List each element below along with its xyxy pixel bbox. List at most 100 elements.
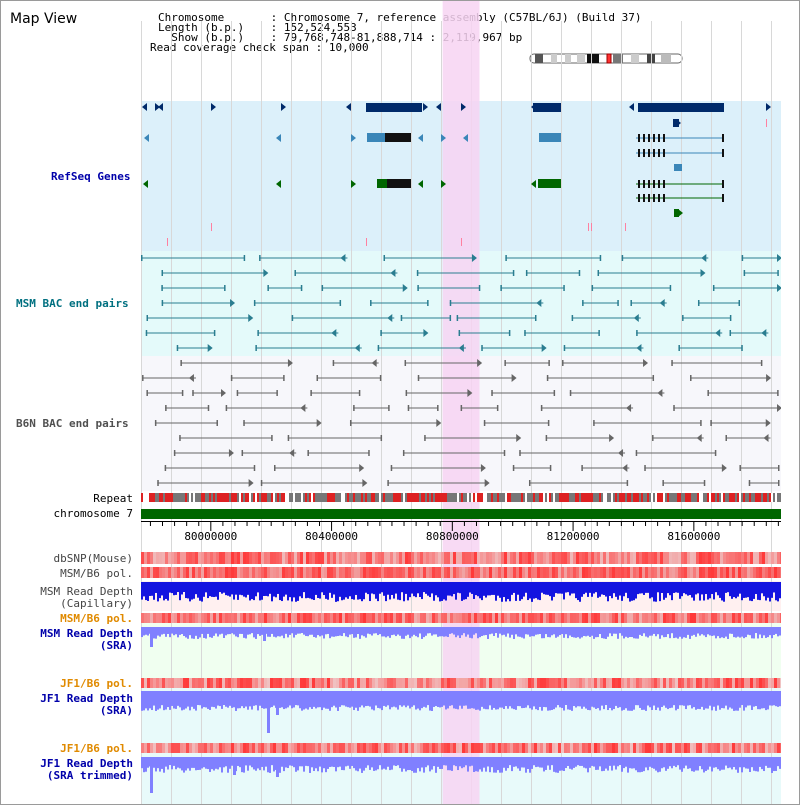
track-label-jf1-depth-sra: JF1 Read Depth <box>40 692 133 705</box>
msm-depth-capillary-bar <box>195 582 197 595</box>
repeat-element <box>765 493 767 502</box>
msm-b6-pol-cell <box>468 567 471 578</box>
jf1-depth-sra-bar <box>607 691 609 711</box>
msm-bac-pair-end <box>534 315 537 321</box>
msm-depth-capillary-bar <box>167 582 169 601</box>
msm-b6-pol-cell <box>162 613 165 623</box>
msm-b6-pol-cell <box>174 567 177 578</box>
jf1-depth-trim-bar <box>187 757 189 769</box>
dbsnp-cell <box>177 552 180 564</box>
jf1-b6-pol-cell <box>672 743 675 753</box>
dbsnp-cell <box>450 552 453 564</box>
msm-depth-capillary-bar <box>689 582 691 596</box>
b6n-bac-pair-end <box>635 450 638 456</box>
track-label-refseq-genes[interactable]: RefSeq Genes <box>51 170 131 183</box>
jf1-depth-trim-bar <box>587 757 589 773</box>
msm-bac-pair-end <box>259 255 261 261</box>
msm-depth-capillary-bar <box>575 582 577 599</box>
jf1-b6-pol-cell <box>492 743 495 753</box>
jf1-b6-pol-cell <box>753 678 756 688</box>
jf1-depth-trim-bar <box>771 757 773 773</box>
jf1-depth-trim-bar <box>541 757 543 768</box>
dbsnp-cell <box>738 552 741 564</box>
msm-depth-sra-bar <box>705 627 707 638</box>
dbsnp-cell <box>282 552 285 564</box>
msm-depth-sra-bar <box>361 627 363 636</box>
repeat-element <box>557 493 559 502</box>
msm-depth-capillary-bar <box>283 582 285 597</box>
msm-depth-sra-bar <box>271 627 273 634</box>
jf1-b6-pol-cell <box>225 743 228 753</box>
jf1-depth-trim-bar <box>307 757 309 767</box>
gene-strand-arrow <box>351 134 356 142</box>
repeat-element <box>239 493 241 502</box>
jf1-depth-trim-bar <box>567 757 569 766</box>
genome-tracks[interactable]: 80000000 80400000 80800000 81200000 81600000 <box>141 1 781 805</box>
msm-b6-pol-cell <box>693 567 696 578</box>
msm-depth-sra-bar <box>525 627 527 635</box>
repeat-element <box>763 493 765 502</box>
jf1-b6-pol-cell <box>555 743 558 753</box>
msm-bac-pair-end <box>300 285 303 291</box>
jf1-depth-sra-bar <box>751 691 753 710</box>
repeat-element <box>257 493 259 502</box>
jf1-b6-pol-cell <box>438 743 441 753</box>
jf1-b6-pol-cell <box>270 678 273 688</box>
msm-depth-capillary-bar <box>617 582 619 600</box>
jf1-depth-sra-bar <box>319 691 321 708</box>
jf1-b6-pol-cell <box>654 743 657 753</box>
b6n-bac-pair-end <box>593 420 595 426</box>
msm-depth-capillary-bar <box>177 582 179 593</box>
msm-depth-sra-bar <box>697 627 699 634</box>
jf1-depth-sra-bar <box>687 691 689 706</box>
repeat-element <box>245 493 247 502</box>
jf1-b6-pol-cell <box>609 678 612 688</box>
gene-block <box>367 133 385 142</box>
jf1-b6-pol-cell <box>237 678 240 688</box>
repeat-element <box>411 493 413 502</box>
jf1-depth-sra-bar <box>733 691 735 711</box>
jf1-b6-pol-cell <box>708 678 711 688</box>
repeat-element <box>733 493 735 502</box>
dbsnp-cell <box>777 552 780 564</box>
msm-depth-sra-bar <box>411 627 413 637</box>
msm-b6-pol-cell <box>648 613 651 623</box>
jf1-depth-trim-bar <box>181 757 183 771</box>
msm-b6-pol-cell <box>339 613 342 623</box>
jf1-depth-sra-bar <box>731 691 733 709</box>
gene-strand-arrow <box>436 103 441 111</box>
repeat-element <box>379 493 381 502</box>
dbsnp-cell <box>327 552 330 564</box>
msm-depth-sra-bar <box>311 627 313 635</box>
msm-depth-capillary-bar <box>185 582 187 599</box>
msm-depth-sra-bar <box>723 627 725 639</box>
dbsnp-cell <box>729 552 732 564</box>
msm-depth-sra-bar <box>439 627 441 637</box>
msm-depth-sra-bar <box>305 627 307 637</box>
jf1-depth-sra-bar <box>547 691 549 711</box>
jf1-b6-pol-cell <box>318 743 321 753</box>
dbsnp-cell <box>357 552 360 564</box>
gene-strand-arrow <box>436 419 442 427</box>
jf1-depth-trim-bar <box>767 757 769 768</box>
msm-depth-capillary-bar <box>697 582 699 594</box>
jf1-depth-trim-bar <box>773 757 775 772</box>
dbsnp-cell <box>651 552 654 564</box>
gene-strand-arrow <box>144 134 149 142</box>
jf1-b6-pol-cell <box>540 678 543 688</box>
track-label-b6n-bac[interactable]: B6N BAC end pairs <box>16 417 129 430</box>
jf1-depth-trim-bar <box>333 757 335 767</box>
msm-depth-capillary-bar <box>479 582 481 599</box>
msm-b6-pol-cell <box>486 567 489 578</box>
jf1-b6-pol-cell <box>687 743 690 753</box>
track-label-msm-bac[interactable]: MSM BAC end pairs <box>16 297 129 310</box>
repeat-element <box>509 493 511 502</box>
msm-depth-capillary-bar <box>541 582 543 593</box>
dbsnp-cell <box>666 552 669 564</box>
jf1-b6-pol-cell <box>303 743 306 753</box>
chromosome-ideogram[interactable] <box>529 53 685 65</box>
b6n-bac-pair-end <box>581 465 583 471</box>
msm-bac-pair-end <box>630 300 632 306</box>
jf1-b6-pol-cell <box>258 743 261 753</box>
jf1-depth-sra-bar <box>765 691 767 711</box>
